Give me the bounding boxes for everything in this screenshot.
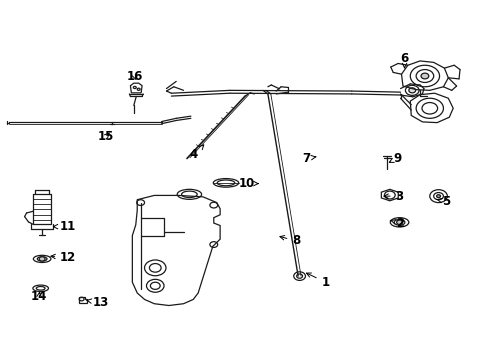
Text: 14: 14 [31, 290, 47, 303]
Text: 7: 7 [302, 152, 315, 165]
Circle shape [39, 257, 45, 261]
Text: 10: 10 [238, 177, 258, 190]
Text: 2: 2 [389, 216, 403, 230]
Circle shape [396, 220, 402, 225]
Text: 4: 4 [189, 145, 203, 161]
Text: 16: 16 [126, 69, 142, 82]
Text: 6: 6 [400, 51, 408, 68]
Text: 1: 1 [306, 273, 329, 289]
Circle shape [436, 195, 440, 198]
Text: 8: 8 [279, 234, 300, 247]
Text: 11: 11 [53, 220, 76, 233]
Text: 5: 5 [436, 195, 449, 208]
Circle shape [408, 88, 415, 93]
Text: 9: 9 [388, 152, 401, 165]
Text: 15: 15 [97, 130, 113, 144]
Text: 3: 3 [383, 190, 403, 203]
Text: 13: 13 [86, 296, 108, 309]
Text: 12: 12 [51, 251, 76, 264]
Circle shape [420, 73, 428, 79]
